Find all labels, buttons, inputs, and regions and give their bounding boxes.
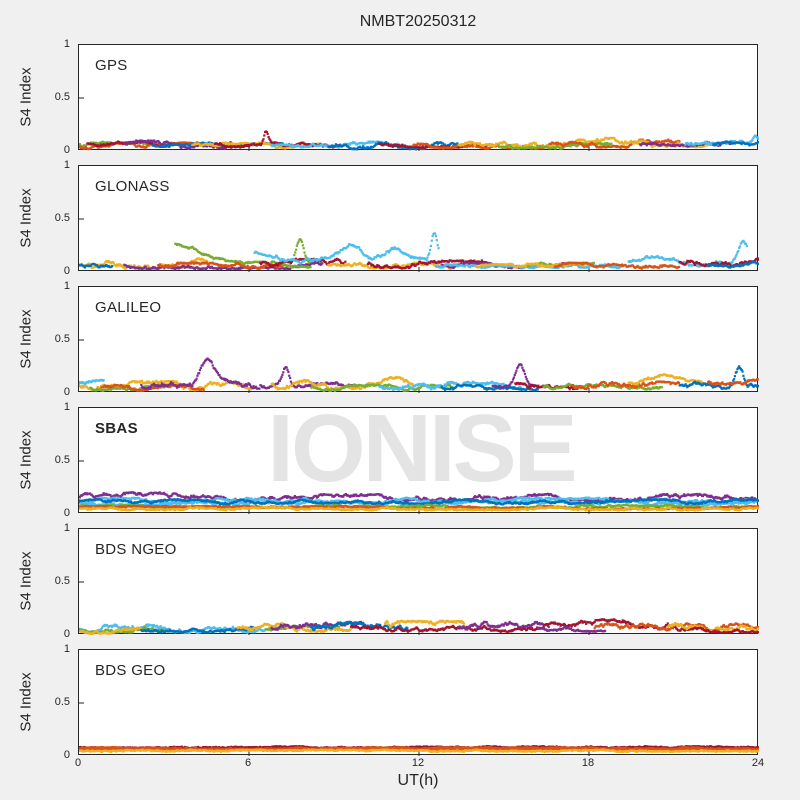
y-tick-0: 0 bbox=[63, 507, 70, 519]
plot-area: BDS GEO bbox=[78, 649, 759, 756]
panel-sbas: S4 Index 1 0.5 0 SBAS bbox=[18, 401, 759, 519]
y-tick-0p5: 0.5 bbox=[54, 212, 70, 224]
plot-area: GPS bbox=[78, 44, 759, 151]
y-axis-label: S4 Index bbox=[17, 430, 35, 490]
chart-title: NMBT20250312 bbox=[359, 13, 477, 30]
y-tick-0p5: 0.5 bbox=[54, 454, 70, 466]
panel-galileo: S4 Index 1 0.5 0 GALILEO bbox=[18, 280, 759, 398]
y-tick-1: 1 bbox=[63, 38, 70, 50]
constellation-label: BDS NGEO bbox=[95, 541, 177, 558]
panel-bds-geo: S4 Index 1 0.5 0 BDS GEO bbox=[18, 643, 759, 761]
y-axis-label: S4 Index bbox=[17, 551, 35, 611]
y-tick-1: 1 bbox=[63, 643, 70, 655]
y-axis-label: S4 Index bbox=[17, 309, 35, 369]
y-tick-1: 1 bbox=[63, 280, 70, 292]
y-tick-0: 0 bbox=[63, 628, 70, 640]
y-tick-0p5: 0.5 bbox=[54, 333, 70, 345]
y-tick-0p5: 0.5 bbox=[54, 91, 70, 103]
y-tick-0: 0 bbox=[63, 265, 70, 277]
panel-glonass: S4 Index 1 0.5 0 GLONASS bbox=[18, 159, 759, 277]
scatter-canvas bbox=[79, 408, 759, 514]
panel-gps: S4 Index 1 0.5 0 GPS bbox=[18, 38, 759, 156]
constellation-label: GPS bbox=[95, 57, 128, 74]
y-tick-0: 0 bbox=[63, 386, 70, 398]
scatter-canvas bbox=[79, 650, 759, 756]
plot-area: GLONASS bbox=[78, 165, 759, 272]
y-tick-0: 0 bbox=[63, 144, 70, 156]
y-axis-label: S4 Index bbox=[17, 67, 35, 127]
y-tick-1: 1 bbox=[63, 401, 70, 413]
constellation-label: GLONASS bbox=[95, 178, 170, 195]
panel-bds-ngeo: S4 Index 1 0.5 0 BDS NGEO bbox=[18, 522, 759, 640]
x-tick-12: 12 bbox=[411, 757, 425, 769]
plot-area: BDS NGEO bbox=[78, 528, 759, 635]
plot-area: GALILEO bbox=[78, 286, 759, 393]
y-axis-label: S4 Index bbox=[17, 188, 35, 248]
scatter-canvas bbox=[79, 529, 759, 635]
y-axis-label: S4 Index bbox=[17, 672, 35, 732]
y-tick-0p5: 0.5 bbox=[54, 696, 70, 708]
x-axis-label: UT(h) bbox=[397, 772, 439, 789]
y-tick-1: 1 bbox=[63, 522, 70, 534]
y-tick-1: 1 bbox=[63, 159, 70, 171]
x-tick-24: 24 bbox=[751, 757, 765, 769]
x-tick-18: 18 bbox=[581, 757, 595, 769]
x-tick-0: 0 bbox=[74, 757, 82, 769]
scatter-canvas bbox=[79, 287, 759, 393]
constellation-label: BDS GEO bbox=[95, 662, 166, 679]
scatter-canvas bbox=[79, 45, 759, 151]
plot-area: SBAS bbox=[78, 407, 759, 514]
y-tick-0p5: 0.5 bbox=[54, 575, 70, 587]
scatter-canvas bbox=[79, 166, 759, 272]
constellation-label: SBAS bbox=[95, 420, 138, 437]
constellation-label: GALILEO bbox=[95, 299, 162, 316]
x-tick-6: 6 bbox=[244, 757, 252, 769]
y-tick-0: 0 bbox=[63, 749, 70, 761]
